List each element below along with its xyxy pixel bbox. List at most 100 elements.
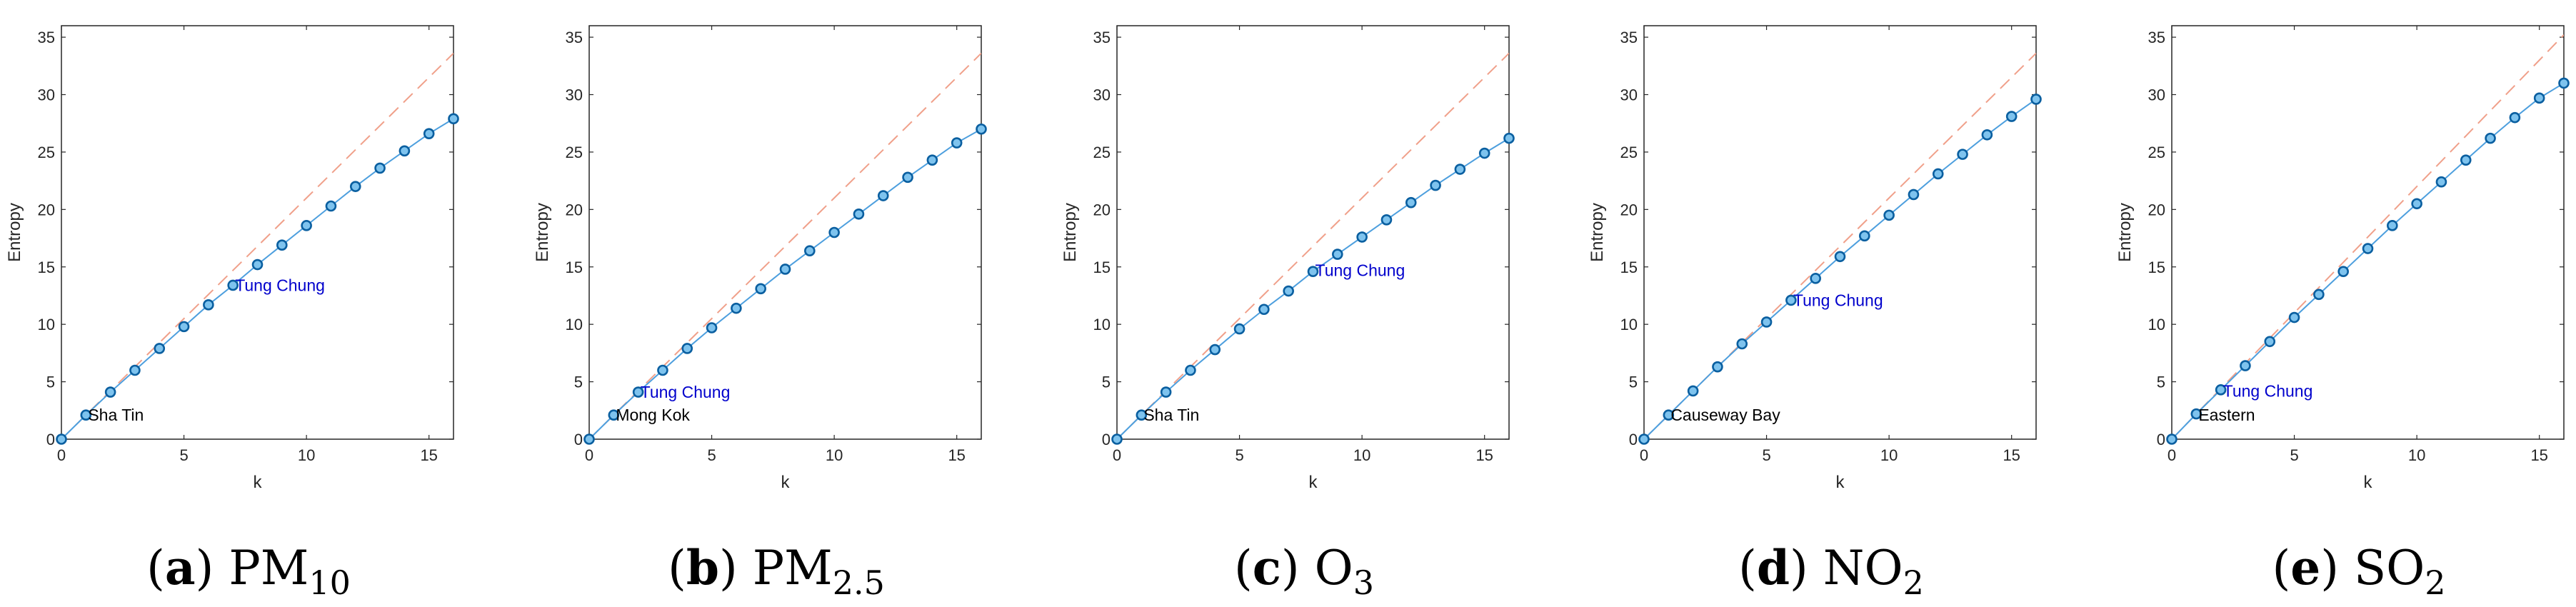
entropy-point: [1663, 409, 1675, 421]
entropy-point: [706, 322, 718, 333]
entropy-point: [1283, 285, 1294, 297]
y-axis-label: Entropy: [2115, 203, 2135, 262]
entropy-point: [951, 137, 963, 149]
x-tick-label: 0: [1113, 446, 1121, 464]
y-tick-label: 15: [2148, 259, 2165, 276]
y-axis-label: Entropy: [1588, 203, 1607, 262]
y-tick-label: 20: [38, 201, 55, 219]
panel-caption: (a) PM10: [146, 540, 351, 602]
annotation-label: Tung Chung: [235, 276, 325, 294]
x-tick-label: 0: [1640, 446, 1648, 464]
plot-frame: [1643, 25, 2037, 440]
chart-panel-5: 0 5 10 15 20 25 30 35 0 5 10 15 k Entropy Eastern Tung …: [2115, 25, 2570, 602]
chart-panel-2: 0 5 10 15 20 25 30 35 0 5 10 15 k Entropy Mong Kok Tung…: [533, 25, 987, 602]
x-tick-label: 10: [826, 446, 843, 464]
x-axis-label: k: [1836, 473, 1845, 492]
entropy-point: [1258, 304, 1270, 316]
plot-frame: [588, 25, 982, 440]
entropy-series-line: [1643, 99, 2037, 440]
panel-caption: (b) PM2.5: [668, 540, 885, 602]
entropy-point: [251, 259, 264, 271]
y-tick-label: 0: [1102, 431, 1111, 448]
y-tick-label: 15: [1093, 259, 1111, 276]
caption-paren-open: (: [146, 541, 165, 596]
entropy-point: [154, 343, 166, 354]
y-tick-label: 25: [2148, 144, 2165, 161]
caption-pollutant: NO: [1823, 541, 1903, 596]
entropy-point: [1957, 149, 1968, 160]
plot-frame: [61, 25, 454, 440]
entropy-point: [448, 113, 459, 125]
caption-subscript: 2: [1903, 563, 1924, 602]
plot-frame: [1116, 25, 1510, 440]
x-tick-label: 5: [707, 446, 716, 464]
y-tick-label: 5: [574, 373, 583, 391]
annotation-label: Tung Chung: [641, 383, 731, 401]
y-tick-label: 30: [1620, 86, 1638, 104]
entropy-point: [2240, 360, 2251, 371]
entropy-point: [1380, 214, 1393, 226]
y-tick-label: 10: [1093, 316, 1111, 333]
y-tick-label: 0: [46, 431, 55, 448]
y-tick-label: 35: [1093, 29, 1111, 46]
x-tick-label: 15: [2003, 446, 2020, 464]
x-tick-label: 5: [2290, 446, 2298, 464]
entropy-point: [1405, 196, 1417, 209]
x-tick-label: 15: [420, 446, 437, 464]
entropy-point: [1785, 294, 1797, 306]
entropy-point: [1687, 385, 1699, 397]
x-tick-label: 5: [1762, 446, 1770, 464]
entropy-point: [902, 171, 913, 184]
x-axis-label: k: [2364, 473, 2373, 492]
y-tick-label: 15: [566, 259, 583, 276]
caption-paren-close: ): [196, 541, 229, 596]
panel-caption: (d) NO2: [1738, 540, 1924, 602]
y-tick-label: 0: [574, 431, 583, 448]
entropy-point: [1160, 386, 1172, 398]
y-tick-label: 35: [566, 29, 583, 46]
reference-series-line: [2172, 34, 2564, 439]
y-tick-label: 0: [1629, 431, 1638, 448]
entropy-point: [1185, 364, 1196, 376]
reference-series-line: [61, 52, 453, 439]
x-tick-label: 10: [1353, 446, 1370, 464]
y-tick-label: 30: [38, 86, 55, 104]
chart-panel-4: 0 5 10 15 20 25 30 35 0 5 10 15 k Entropy Causeway Bay…: [1588, 25, 2042, 602]
x-axis-label: k: [781, 473, 791, 492]
caption-pollutant: PM: [753, 541, 833, 596]
entropy-point: [2313, 289, 2325, 301]
caption-pollutant: O: [1315, 541, 1353, 596]
y-tick-label: 20: [2148, 201, 2165, 219]
entropy-point: [828, 226, 840, 239]
entropy-point: [1932, 168, 1944, 180]
annotation-label: Tung Chung: [1793, 291, 1883, 309]
annotation-label: Tung Chung: [2223, 381, 2313, 400]
y-tick-label: 25: [38, 144, 55, 161]
caption-subscript: 2.5: [833, 563, 885, 602]
entropy-point: [203, 299, 214, 311]
caption-subscript: 10: [309, 563, 351, 602]
entropy-point: [1503, 132, 1515, 144]
caption-paren-close: ): [2320, 541, 2354, 596]
y-tick-label: 0: [2157, 431, 2165, 448]
x-tick-label: 10: [2408, 446, 2425, 464]
entropy-series-line: [1116, 137, 1510, 440]
y-tick-label: 35: [38, 29, 55, 46]
annotation-label: Tung Chung: [1315, 261, 1405, 280]
y-tick-label: 15: [38, 259, 55, 276]
annotation-label: Mong Kok: [616, 406, 690, 424]
y-tick-label: 35: [2148, 29, 2165, 46]
entropy-point: [1908, 189, 1920, 201]
entropy-point: [2215, 384, 2227, 396]
y-axis-label: Entropy: [1061, 203, 1080, 262]
entropy-point: [349, 181, 361, 192]
y-tick-label: 10: [566, 316, 583, 333]
y-tick-label: 30: [1093, 86, 1111, 104]
entropy-point: [374, 162, 386, 174]
y-tick-label: 10: [1620, 316, 1638, 333]
entropy-point: [2190, 408, 2202, 420]
y-tick-label: 25: [566, 144, 583, 161]
y-tick-label: 20: [1093, 201, 1111, 219]
entropy-point: [2005, 111, 2018, 122]
y-axis-label: Entropy: [533, 203, 552, 262]
